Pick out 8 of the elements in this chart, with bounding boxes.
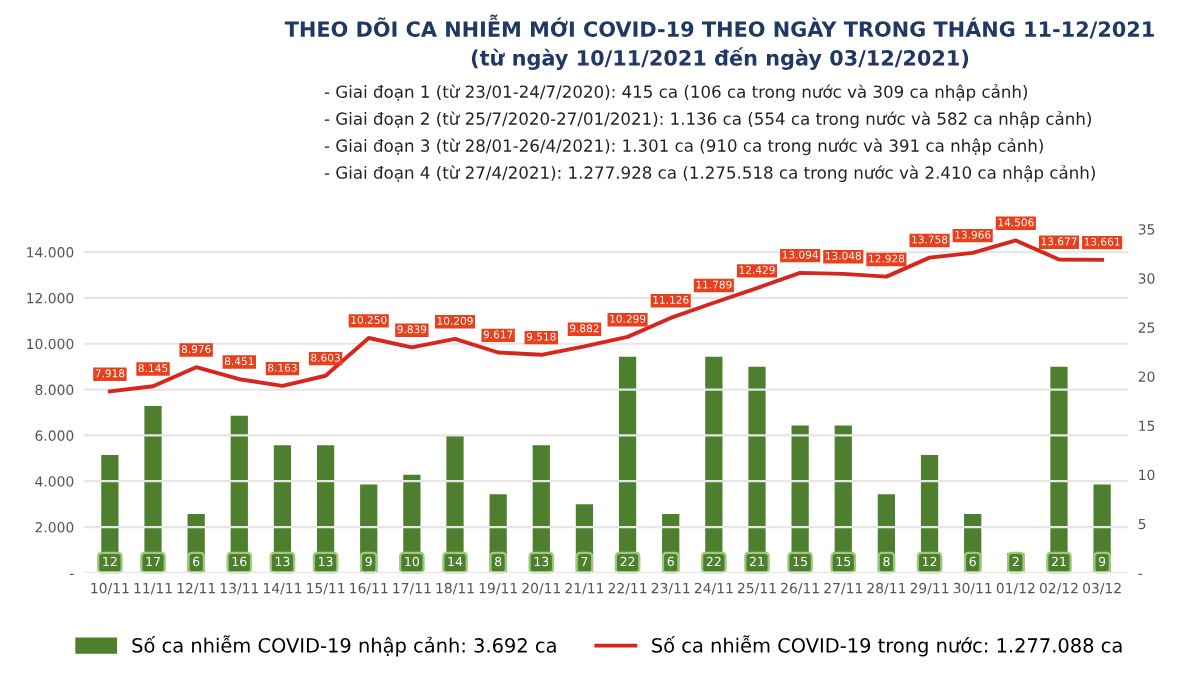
legend-label: Số ca nhiễm COVID-19 trong nước: 1.277.088 ca (652, 635, 1122, 657)
legend-label: Số ca nhiễm COVID-19 nhập cảnh: 3.692 ca (132, 635, 556, 657)
text: - Giai đoạn 4 (từ 27/4/2021): 1.277.928 ca (1.275.518 ca trong nước và 2.410 ca nhập cảnh) (324, 165, 1095, 183)
chart-subtitle: (từ ngày 10/11/2021 đến ngày 03/12/2021) (471, 47, 969, 70)
text: - Giai đoạn 1 (từ 23/01-24/7/2020): 415 ca (106 ca trong nước và 309 ca nhập cảnh) (324, 84, 1028, 102)
text: - Giai đoạn 2 (từ 25/7/2020-27/01/2021): 1.136 ca (554 ca trong nước và 582 ca nhập cảnh) (324, 111, 1091, 129)
chart-title: THEO DÕI CA NHIỄM MỚI COVID-19 THEO NGÀY TRONG THÁNG 11-12/2021 (284, 14, 1154, 39)
text: - Giai đoạn 3 (từ 28/01-26/4/2021): 1.301 ca (910 ca trong nước và 391 ca nhập cảnh) (324, 138, 1043, 156)
